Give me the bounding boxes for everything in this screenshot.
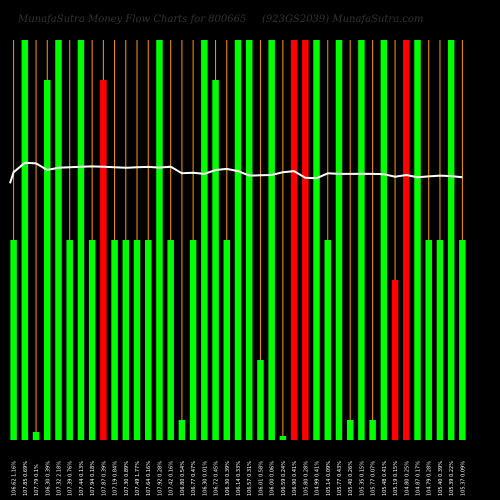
bar-0 [10, 240, 17, 440]
x-tick-label-25: 106.90 0.41% [292, 461, 298, 496]
bar-27 [313, 40, 320, 440]
x-tick-label-10: 107.30 0.89% [124, 461, 130, 496]
bar-8 [100, 80, 107, 440]
x-tick-label-18: 106.72 0.45% [214, 461, 220, 496]
x-tick-label-31: 105.35 0.15% [359, 461, 365, 496]
x-tick-label-26: 105.80 0.28% [303, 461, 309, 496]
bar-33 [380, 40, 388, 440]
bar-1 [21, 40, 29, 440]
bar-10 [122, 240, 130, 440]
bar-28 [324, 240, 332, 440]
bar-24 [279, 436, 287, 440]
volume-bars [10, 40, 466, 440]
bar-6 [77, 40, 85, 440]
x-tick-label-5: 107.39 0.76% [68, 461, 74, 496]
bar-9 [111, 240, 118, 440]
bar-16 [189, 240, 197, 440]
chart-subtitle: (923GS2039) MunafaSutra.com [262, 14, 423, 25]
x-tick-label-29: 105.77 0.43% [337, 461, 343, 496]
x-tick-label-36: 104.87 0.17% [416, 461, 422, 496]
bar-30 [346, 420, 354, 440]
x-axis-labels: 106.62 1.16% 107.85 0.69% 107.79 0.1% 106.3… [12, 461, 467, 496]
bar-35 [403, 40, 410, 440]
x-tick-label-38: 105.40 0.39% [438, 461, 444, 496]
chart-title: MunafaSutra Money Flow Charts for 800665 [17, 14, 246, 25]
bar-7 [88, 240, 96, 440]
x-tick-label-13: 107.92 0.28% [157, 461, 163, 496]
x-tick-label-15: 106.80 0.54% [180, 461, 186, 496]
x-tick-label-28: 105.14 0.09% [326, 461, 332, 496]
x-tick-label-35: 104.80 0.25% [404, 461, 410, 496]
x-tick-label-2: 107.79 0.1% [34, 464, 40, 496]
bar-34 [391, 280, 399, 440]
x-tick-label-23: 106.00 0.06% [270, 461, 276, 496]
bar-5 [66, 240, 73, 440]
x-tick-label-7: 107.94 0.18% [90, 461, 96, 496]
x-tick-label-22: 106.01 0.58% [258, 461, 264, 496]
x-tick-label-4: 107.32 2.18% [56, 461, 62, 496]
bar-23 [268, 40, 275, 440]
bar-25 [290, 40, 298, 440]
bar-13 [156, 40, 163, 440]
x-tick-label-9: 107.19 0.84% [113, 461, 119, 496]
x-tick-label-40: 105.37 0.09% [460, 461, 466, 496]
bar-39 [447, 40, 455, 440]
bar-40 [459, 240, 466, 440]
x-tick-label-0: 106.62 1.16% [12, 461, 18, 496]
bar-18 [212, 80, 219, 440]
x-tick-label-21: 106.57 0.31% [247, 461, 253, 496]
x-tick-label-33: 105.48 0.41% [382, 461, 388, 496]
bar-21 [245, 40, 253, 440]
bar-37 [425, 240, 432, 440]
price-line [9, 161, 463, 184]
bar-22 [257, 360, 264, 440]
bar-29 [335, 40, 343, 440]
bar-26 [302, 40, 309, 440]
x-tick-label-8: 107.87 0.39% [101, 461, 107, 496]
x-tick-label-12: 107.64 0.16% [146, 461, 152, 496]
bar-12 [144, 240, 152, 440]
x-tick-label-6: 107.44 0.13% [79, 461, 85, 496]
bar-14 [167, 240, 174, 440]
bar-3 [44, 80, 51, 440]
bar-2 [32, 432, 40, 440]
bar-36 [414, 40, 421, 440]
x-tick-label-34: 105.19 0.15% [393, 461, 399, 496]
x-tick-label-27: 104.99 0.41% [315, 461, 321, 496]
x-tick-label-24: 106.59 0.24% [281, 461, 287, 496]
bar-38 [436, 240, 444, 440]
bar-19 [223, 240, 231, 440]
x-tick-label-3: 106.30 0.39% [45, 461, 51, 496]
x-tick-label-39: 105.39 0.22% [449, 461, 455, 496]
bar-4 [55, 40, 62, 440]
bar-11 [133, 240, 141, 440]
x-tick-label-37: 104.79 0.28% [427, 461, 433, 496]
x-tick-label-20: 106.14 0.33% [236, 461, 242, 496]
x-tick-label-19: 106.30 0.39% [225, 461, 231, 496]
bar-20 [234, 40, 242, 440]
x-tick-label-32: 105.77 0.07% [371, 461, 377, 496]
x-tick-label-14: 107.42 0.16% [169, 461, 175, 496]
bar-31 [358, 40, 365, 440]
bar-17 [201, 40, 208, 440]
x-tick-label-30: 105.40 0.26% [348, 461, 354, 496]
bar-32 [369, 420, 376, 440]
x-tick-label-16: 106.77 0.47% [191, 461, 197, 496]
x-tick-label-17: 106.30 0.01% [202, 461, 208, 496]
x-tick-label-11: 107.49 1.77% [135, 461, 141, 496]
x-tick-label-1: 107.85 0.69% [23, 461, 29, 496]
bar-15 [178, 420, 186, 440]
